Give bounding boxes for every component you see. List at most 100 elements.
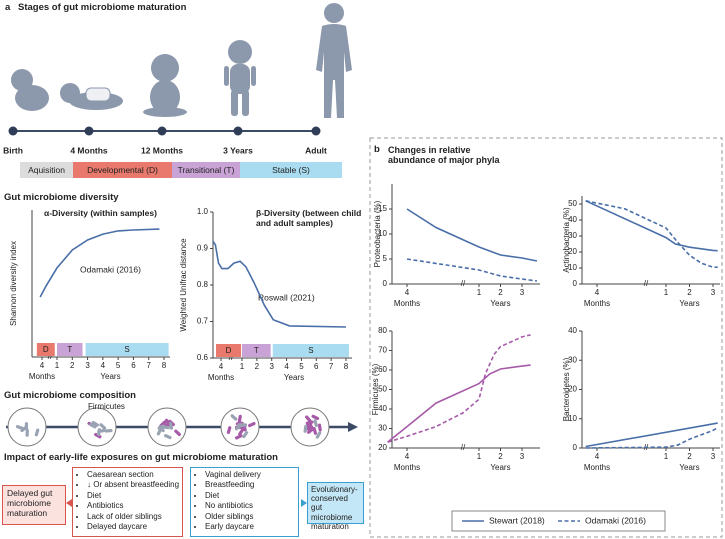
x-tick-label: 1 [477,288,482,297]
stage-bar [20,162,73,178]
list-item: Older siblings [205,512,298,522]
microbe [99,423,107,430]
x-tick-label: 7 [146,361,151,370]
series-line [387,334,531,443]
protective-box: Vaginal deliveryBreastfeedingDietNo anti… [190,467,299,537]
legend-label: Stewart (2018) [489,515,545,525]
x-tick-label: 2 [255,362,260,371]
arrow-head [348,422,358,432]
y-tick-label: 0 [573,279,578,288]
microbe [238,428,245,436]
x-tick-label: 4 [284,362,289,371]
y-tick-label: 0.9 [197,244,209,253]
x-axis-label: Years [284,373,304,382]
x-tick-label: 3 [520,452,525,461]
arrow-head [301,499,307,507]
panel-title: Stages of gut microbiome maturation [18,2,187,13]
microbe [311,414,320,421]
microbe [226,426,232,435]
risk-box: Caesarean section↓ Or absent breastfeedi… [72,467,183,537]
stage-box [57,343,83,356]
y-tick-label: 5 [383,254,388,263]
stage-bar [172,162,240,178]
y-tick-label: 40 [568,326,577,335]
y-tick-label: 50 [378,385,387,394]
silhouettes [11,3,352,118]
list-item: Lack of older siblings [87,512,182,522]
stage-label: Stable (S) [272,165,310,175]
y-tick-label: 80 [378,326,387,335]
stage-bar [240,162,342,178]
y-tick-label: 40 [568,215,577,224]
x-tick-label: 5 [116,361,121,370]
x-axis-label: Years [490,299,510,308]
annotation: Roswall (2021) [258,292,315,302]
microbe [25,428,29,437]
microbe [315,431,322,439]
x-axis-label: Years [490,463,510,472]
series-line [585,200,718,268]
firmicutes-label: Firmicutes [88,402,125,411]
microbe [24,422,29,431]
legend-label: Odamaki (2016) [585,515,646,525]
series-line [585,426,719,449]
x-axis-label: Years [679,463,699,472]
y-tick-label: 20 [568,247,577,256]
timeline-dot [311,126,321,136]
timeline-label: 4 Months [70,145,108,155]
stage-label: Developmental (D) [87,165,158,175]
axis-break: // [644,279,649,288]
timeline-dot [233,126,243,136]
axis-break: // [461,443,466,452]
protective-list: Vaginal deliveryBreastfeedingDietNo anti… [191,468,298,532]
microbe [307,423,313,432]
list-item: Breastfeeding [205,480,298,490]
y-tick-label: 70 [378,346,387,355]
section-title: Impact of early-life exposures on gut mi… [4,452,278,463]
list-item: ↓ Or absent breastfeeding [87,480,182,490]
x-tick-label: 7 [329,362,334,371]
stage-box [36,343,55,356]
microbe [230,414,238,421]
series-line [585,422,718,448]
x-tick-label: 1 [477,452,482,461]
list-item: Caesarean section [87,470,182,480]
y-tick-label: 0.7 [197,317,209,326]
series-line [406,208,538,262]
microbe [303,424,308,433]
series-line [212,240,347,328]
panel-label: b [374,144,380,155]
stage-label: Transitional (T) [178,165,235,175]
stage-label: D [226,346,232,355]
timeline-dot [8,126,18,136]
annotation: Odamaki (2016) [80,264,141,274]
x-tick-label: 4 [101,361,106,370]
y-tick-label: 0 [573,443,578,452]
risk-list: Caesarean section↓ Or absent breastfeedi… [73,468,182,532]
microbe [164,434,172,440]
section-title: Gut microbiome diversity [4,192,119,203]
x-axis-label: Months [394,299,420,308]
y-axis-label: Firmicutes (%) [371,363,380,415]
list-item: No antibiotics [205,501,298,511]
x-tick-label: 8 [344,362,349,371]
microbe [234,434,243,440]
x-tick-label: 1 [240,362,245,371]
series-line [406,258,538,282]
x-tick-label: 5 [299,362,304,371]
y-axis-label: Proteobacteria (%) [373,200,382,267]
x-tick-label: 3 [711,288,716,297]
x-tick-label: 8 [162,361,167,370]
x-axis-label: Months [394,463,420,472]
y-tick-label: 0.8 [197,280,209,289]
microbe [248,421,256,428]
microbe [305,420,314,425]
chart-title: α-Diversity (within samples) [44,208,157,218]
timeline-dot [84,126,94,136]
stage-label: T [67,345,72,354]
stage-box [85,343,169,356]
x-tick-label: 6 [131,361,136,370]
microbe [237,423,246,427]
